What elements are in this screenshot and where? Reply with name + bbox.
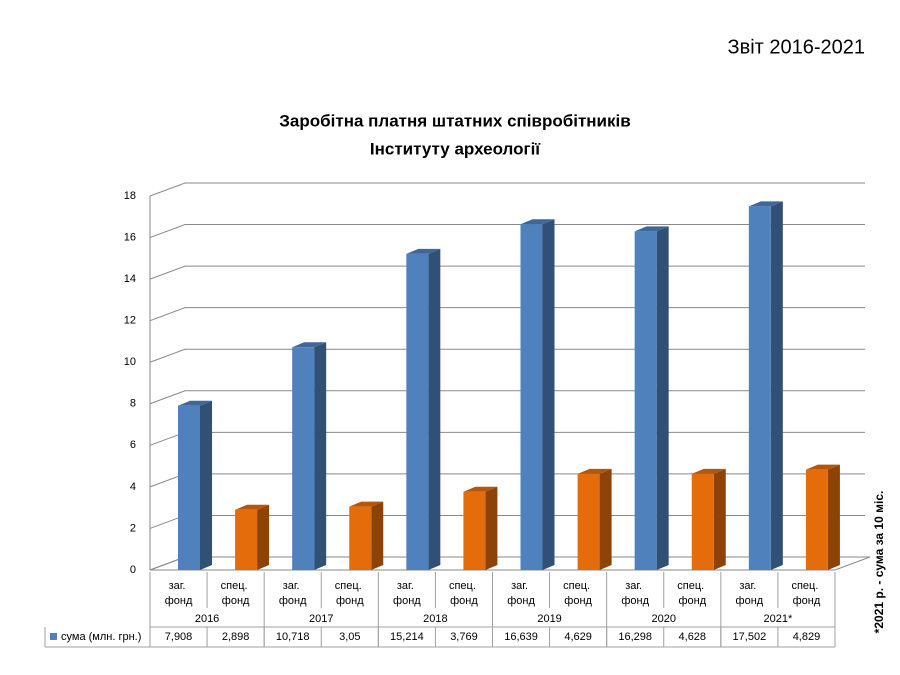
data-label: 4,829 bbox=[793, 631, 821, 643]
data-label: 16,298 bbox=[618, 631, 652, 643]
grid-line bbox=[149, 182, 865, 197]
x-tick-label: заг. фонд bbox=[736, 580, 764, 607]
bar-side bbox=[827, 464, 840, 570]
bar-side bbox=[257, 504, 270, 570]
y-tick-label: 2 bbox=[130, 522, 136, 534]
bar-side bbox=[599, 468, 612, 570]
group-label: 2019 bbox=[537, 613, 561, 625]
bar-top bbox=[463, 486, 498, 492]
bar-top bbox=[178, 400, 212, 406]
legend-label: сума (млн. грн.) bbox=[61, 631, 141, 643]
bar bbox=[634, 231, 657, 571]
y-tick-label: 18 bbox=[124, 190, 136, 202]
bar bbox=[748, 206, 771, 570]
data-label: 15,214 bbox=[390, 631, 424, 643]
group-label: 2017 bbox=[309, 613, 333, 625]
bar-side bbox=[200, 400, 212, 570]
x-tick-label: спец. фонд bbox=[221, 580, 251, 607]
data-label: 4,629 bbox=[564, 631, 592, 643]
x-tick-label: спец. фонд bbox=[677, 580, 707, 607]
bar bbox=[691, 473, 714, 570]
grid-line bbox=[149, 224, 865, 239]
y-tick-label: 12 bbox=[124, 315, 136, 327]
group-label: 2020 bbox=[652, 613, 676, 625]
data-label: 7,908 bbox=[165, 631, 193, 643]
x-tick-label: заг. фонд bbox=[507, 580, 535, 607]
group-label: 2016 bbox=[195, 613, 219, 625]
data-label: 3,769 bbox=[450, 631, 478, 643]
bar-side bbox=[770, 201, 783, 570]
bar-top bbox=[748, 201, 783, 207]
x-tick-label: заг. фонд bbox=[165, 580, 193, 607]
bar bbox=[520, 224, 543, 570]
y-tick-label: 0 bbox=[130, 564, 136, 576]
bar bbox=[178, 405, 200, 570]
x-tick-label: спец. фонд bbox=[563, 580, 593, 607]
bar bbox=[406, 253, 429, 570]
bar bbox=[805, 469, 828, 570]
bar-side bbox=[485, 486, 498, 570]
x-tick-label: заг. фонд bbox=[393, 580, 421, 607]
chart-title: Заробітна платня штатних співробітників bbox=[279, 111, 630, 130]
x-tick-label: спец. фонд bbox=[791, 580, 821, 607]
x-tick-label: заг. фонд bbox=[279, 580, 307, 607]
data-label: 17,502 bbox=[733, 631, 767, 643]
data-label: 2,898 bbox=[222, 631, 250, 643]
bar-side bbox=[428, 248, 441, 570]
bar-side bbox=[542, 219, 555, 570]
y-tick-label: 4 bbox=[130, 481, 136, 493]
x-tick-label: заг. фонд bbox=[621, 580, 649, 607]
bar bbox=[349, 506, 372, 570]
bar bbox=[292, 347, 315, 570]
y-tick-label: 10 bbox=[124, 356, 136, 368]
annotation: *2021 р. - сума за 10 міс. bbox=[872, 491, 886, 634]
y-tick-label: 16 bbox=[124, 231, 136, 243]
bar-top bbox=[634, 226, 669, 232]
bar-top bbox=[349, 501, 384, 507]
bar bbox=[577, 473, 600, 570]
y-tick-label: 6 bbox=[130, 439, 136, 451]
bar-side bbox=[713, 468, 726, 570]
bar bbox=[235, 509, 258, 570]
bar-top bbox=[406, 248, 441, 254]
data-label: 3,05 bbox=[339, 631, 360, 643]
group-label: 2021* bbox=[764, 613, 793, 625]
bar-top bbox=[235, 504, 270, 510]
chart-title: Інституту археології bbox=[370, 139, 541, 158]
bar-side bbox=[371, 501, 384, 570]
bar-top bbox=[292, 342, 327, 348]
bar-top bbox=[520, 219, 555, 225]
group-label: 2018 bbox=[423, 613, 447, 625]
x-tick-label: спец. фонд bbox=[449, 580, 479, 607]
report-header: Звіт 2016-2021 bbox=[727, 36, 865, 58]
y-tick-label: 8 bbox=[130, 398, 136, 410]
y-tick-label: 14 bbox=[124, 273, 136, 285]
bar bbox=[463, 491, 486, 570]
bar-side bbox=[656, 226, 669, 571]
bar-side bbox=[314, 342, 327, 570]
bar-top bbox=[805, 464, 840, 470]
table-border bbox=[44, 572, 835, 648]
data-label: 4,628 bbox=[679, 631, 707, 643]
bar-top bbox=[577, 468, 612, 474]
legend-marker bbox=[50, 633, 57, 640]
bar-top bbox=[691, 468, 726, 474]
data-label: 16,639 bbox=[504, 631, 538, 643]
data-label: 10,718 bbox=[276, 631, 310, 643]
x-tick-label: спец. фонд bbox=[335, 580, 365, 607]
